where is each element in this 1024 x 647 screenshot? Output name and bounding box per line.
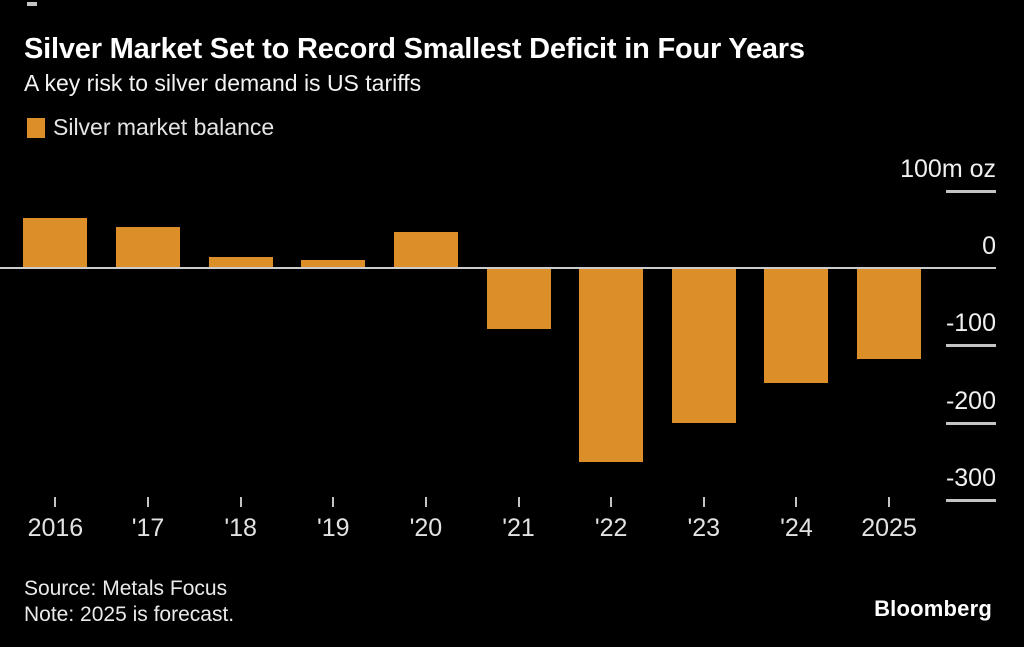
x-axis-tick-'21 <box>517 497 520 507</box>
y-axis-tick-100 <box>946 189 996 193</box>
source-note: Source: Metals Focus <box>24 577 228 600</box>
footer-notes: Source: Metals Focus Note: 2025 is forec… <box>24 576 234 628</box>
x-axis-tick-'17 <box>147 497 150 507</box>
x-axis-tick-'24 <box>795 497 798 507</box>
x-axis-label-'24: '24 <box>780 514 813 542</box>
bar-'21 <box>486 268 551 330</box>
chart-title: Silver Market Set to Record Smallest Def… <box>24 33 805 65</box>
bar-'23 <box>671 268 736 423</box>
x-axis-label-'21: '21 <box>502 514 535 542</box>
x-axis-tick-'19 <box>332 497 335 507</box>
chart-subtitle: A key risk to silver demand is US tariff… <box>24 70 422 96</box>
x-axis-label-2016: 2016 <box>27 514 84 542</box>
bar-'17 <box>116 226 181 268</box>
bar-2025 <box>857 268 922 359</box>
bar-'22 <box>579 268 644 462</box>
x-axis-label-'20: '20 <box>409 514 443 542</box>
x-axis-tick-2025 <box>888 497 891 507</box>
x-axis-label-'22: '22 <box>594 514 628 542</box>
y-axis-label-0: 0 <box>982 232 996 260</box>
y-axis-label--100: -100 <box>945 309 996 338</box>
screen-artifact-dash <box>27 2 37 6</box>
bar-'19 <box>301 260 366 268</box>
legend-label: Silver market balance <box>53 114 275 140</box>
x-axis-tick-'18 <box>239 497 242 507</box>
x-axis-tick-'23 <box>702 497 705 507</box>
x-axis-label-'18: '18 <box>224 514 257 542</box>
x-axis-label-'23: '23 <box>687 514 721 542</box>
y-axis-label-100: 100m oz <box>900 154 996 183</box>
chart-legend: Silver market balance <box>27 114 274 141</box>
x-axis-label-2025: 2025 <box>861 514 917 542</box>
bar-2016 <box>23 217 88 268</box>
x-axis-tick-'20 <box>424 497 427 507</box>
bar-'18 <box>208 257 273 268</box>
y-axis-tick--100 <box>946 344 996 348</box>
x-axis-tick-2016 <box>54 497 57 507</box>
x-axis-tick-'22 <box>610 497 613 507</box>
bloomberg-logo: Bloomberg <box>874 596 992 621</box>
bar-'20 <box>393 232 458 268</box>
y-axis-tick--200 <box>946 421 996 425</box>
y-axis-label--200: -200 <box>945 386 996 415</box>
legend-swatch-icon <box>27 117 45 138</box>
y-axis-label--300: -300 <box>945 464 996 493</box>
zero-axis-line <box>0 267 996 269</box>
x-axis-label-'17: '17 <box>131 514 165 542</box>
forecast-note: Note: 2025 is forecast. <box>24 603 235 626</box>
bar-'24 <box>764 268 829 383</box>
x-axis-label-'19: '19 <box>316 514 350 542</box>
y-axis-tick--300 <box>946 499 996 503</box>
